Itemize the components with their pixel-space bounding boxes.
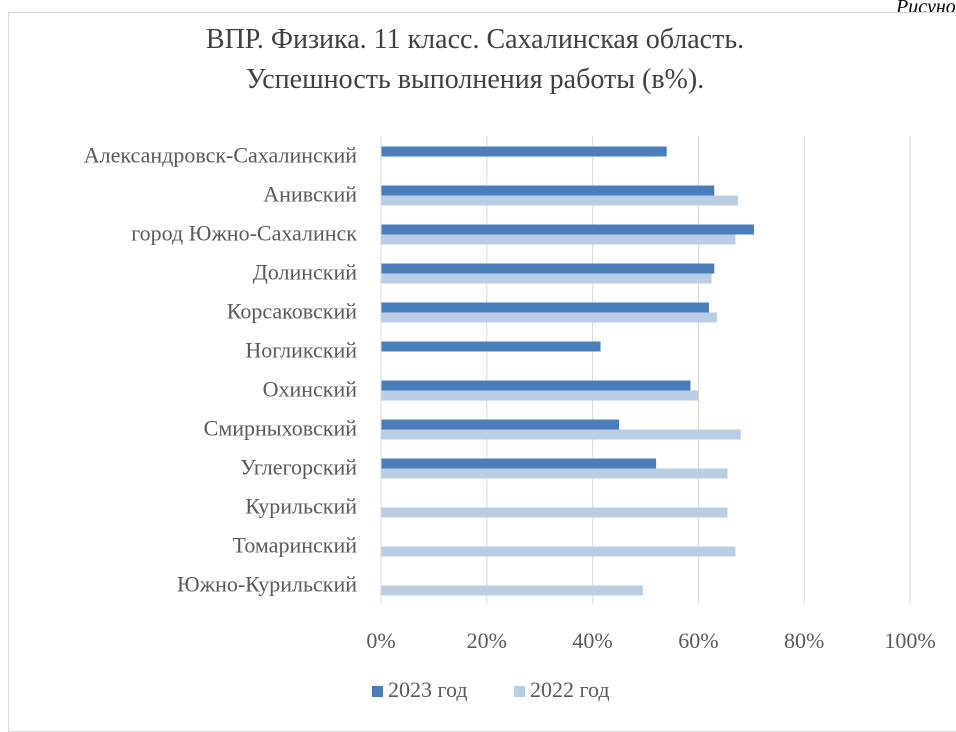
bar-2023-год — [381, 419, 620, 430]
bar-2022-год — [381, 546, 736, 557]
category-label: Ногликский — [245, 338, 357, 363]
bar-2022-год — [381, 273, 712, 284]
bar-2022-год — [381, 507, 728, 518]
category-label: Смирныховский — [204, 416, 358, 441]
bar-2022-год — [381, 390, 699, 401]
bar-2023-год — [381, 146, 667, 157]
legend-swatch — [372, 686, 383, 697]
bar-2022-год — [381, 585, 643, 596]
bar-2023-год — [381, 341, 601, 352]
bar-2023-год — [381, 302, 709, 313]
category-label: Александровск-Сахалинский — [84, 143, 357, 168]
bar-2022-год — [381, 468, 728, 479]
category-label: Углегорский — [240, 455, 357, 480]
bar-2023-год — [381, 380, 691, 391]
x-tick-label: 40% — [572, 628, 612, 653]
category-label: Анивский — [263, 182, 357, 207]
bar-2022-год — [381, 312, 717, 323]
category-label: Корсаковский — [227, 299, 357, 324]
chart-title: ВПР. Физика. 11 класс. Сахалинская облас… — [0, 20, 950, 100]
legend-label: 2023 год — [388, 677, 468, 702]
legend-label: 2022 год — [530, 677, 610, 702]
chart-title-line-1: ВПР. Физика. 11 класс. Сахалинская облас… — [205, 24, 745, 55]
x-tick-label: 100% — [884, 628, 935, 653]
bar-2022-год — [381, 234, 736, 245]
chart-title-line-2: Успешность выполнения работы (в%). — [245, 64, 705, 95]
x-tick-label: 0% — [366, 628, 395, 653]
legend-swatch — [514, 686, 525, 697]
bar-2022-год — [381, 429, 741, 440]
category-label: Курильский — [245, 494, 357, 519]
bar-2023-год — [381, 185, 715, 196]
bar-2023-год — [381, 224, 754, 235]
category-label: Томаринский — [233, 533, 358, 558]
bar-2022-год — [381, 195, 739, 206]
x-tick-label: 20% — [467, 628, 507, 653]
category-label: Долинский — [253, 260, 357, 285]
x-tick-label: 80% — [784, 628, 824, 653]
bar-2023-год — [381, 458, 657, 469]
category-label: город Южно-Сахалинск — [131, 221, 357, 246]
bar-2023-год — [381, 263, 715, 274]
x-tick-label: 60% — [678, 628, 718, 653]
category-label: Южно-Курильский — [177, 572, 357, 597]
category-label: Охинский — [263, 377, 358, 402]
